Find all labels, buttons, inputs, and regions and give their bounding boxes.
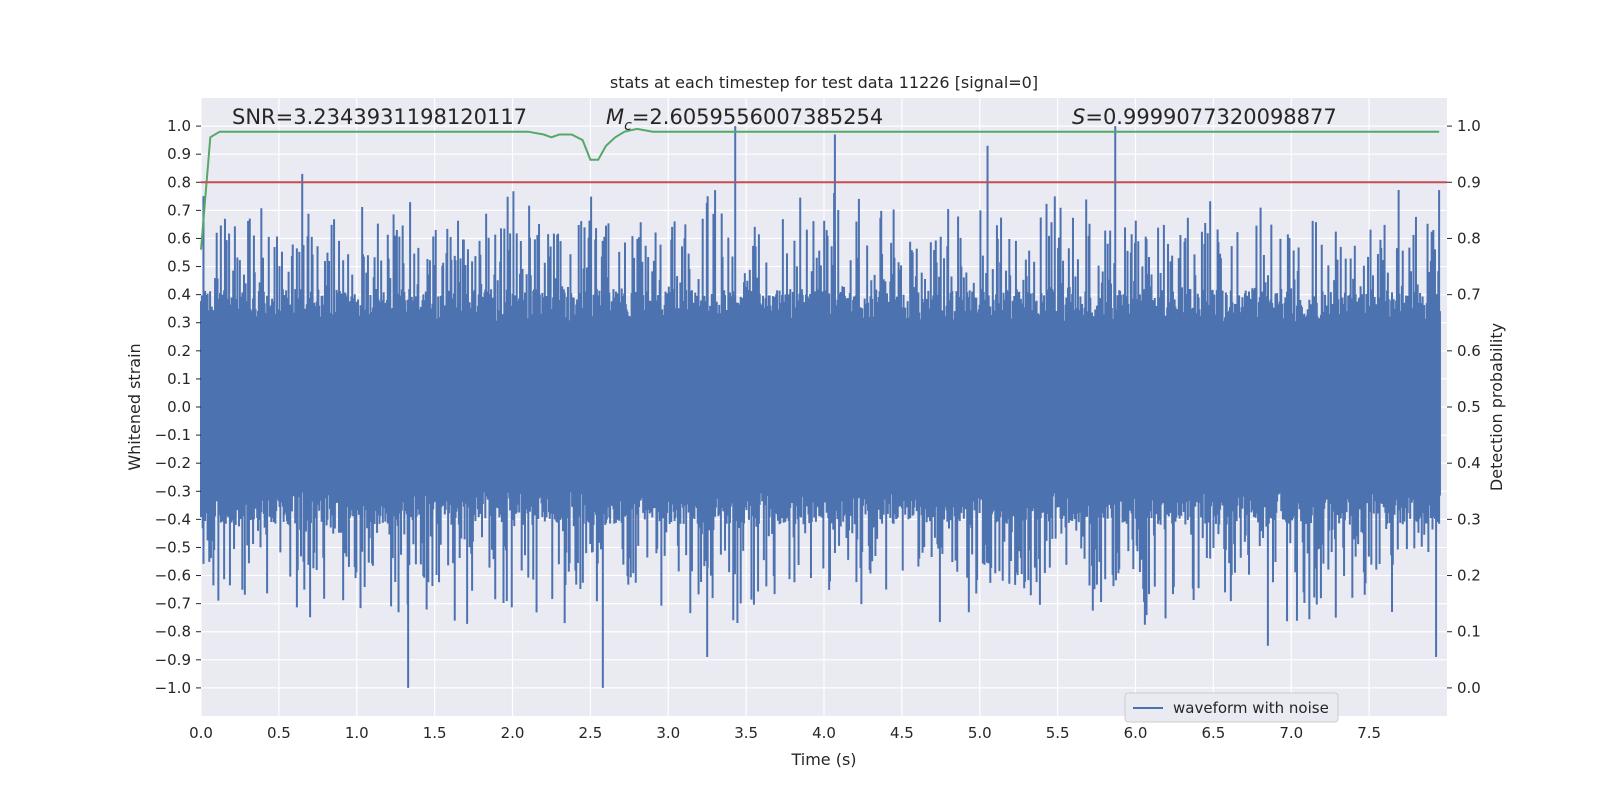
y-tick-label: −0.6 [155,567,191,585]
axes: 0.0 0.5 1.0 1.5 2.0 2.5 3.0 3.5 4.0 4.5 5.0 5.5 6.0 6… [155,117,1481,742]
y-tick-label: −0.3 [155,482,191,500]
chirp-mass-subscript: c [624,118,632,134]
y-tick-label: 0.0 [167,398,191,416]
legend: waveform with noise [1124,692,1339,723]
y2-tick-label: 0.3 [1457,510,1481,528]
y2-tick-label: 0.4 [1457,454,1481,472]
waveform-series [200,126,1441,688]
y2-tick-label: 1.0 [1457,117,1481,135]
waveform-trace [200,190,1441,625]
x-tick-label: 4.0 [812,724,836,742]
chirp-mass-annotation: Mc=2.6059556007385254 [606,105,883,134]
y2-tick-label: 0.5 [1457,398,1481,416]
x-tick-label: 1.5 [423,724,447,742]
x-tick-label: 1.0 [345,724,369,742]
detection-probability-line [200,127,1440,250]
y-tick-label: −0.5 [155,538,191,556]
x-tick-label: 7.0 [1279,724,1303,742]
legend-box [1124,692,1339,723]
chart-title: stats at each timestep for test data 112… [610,73,1038,92]
snr-annotation: SNR=3.2343931198120117 [232,105,527,129]
y2-tick-label: 0.6 [1457,342,1481,360]
probability-lines [200,127,1447,250]
y2-tick-label: 0.1 [1457,623,1481,641]
x-tick-label: 2.0 [501,724,525,742]
y-tick-label: −0.7 [155,595,191,613]
y2-axis-label: Detection probability [1487,323,1506,491]
x-tick-label: 5.5 [1046,724,1070,742]
s-value: =0.9999077320098877 [1085,105,1336,129]
y2-tick-label: 0.2 [1457,567,1481,585]
x-tick-label: 0.0 [189,724,213,742]
y-tick-label: 1.0 [167,117,191,135]
y2-tick-label: 0.0 [1457,679,1481,697]
x-tick-label: 5.0 [968,724,992,742]
y-tick-label: 0.5 [167,258,191,276]
y-axis-label: Whitened strain [125,343,144,470]
y-tick-label: −0.2 [155,454,191,472]
y-tick-label: 0.2 [167,342,191,360]
chirp-mass-value: =2.6059556007385254 [632,105,883,129]
x-tick-label: 0.5 [267,724,291,742]
x-tick-label: 2.5 [578,724,602,742]
s-annotation: S=0.9999077320098877 [1072,105,1337,129]
y-tick-label: 0.3 [167,314,191,332]
x-tick-label: 4.5 [890,724,914,742]
y-tick-label: 0.6 [167,229,191,247]
y-tick-label: 0.9 [167,145,191,163]
y2-tick-label: 0.7 [1457,286,1481,304]
y-tick-label: −0.4 [155,510,191,528]
x-tick-label: 7.5 [1357,724,1381,742]
x-tick-label: 6.0 [1124,724,1148,742]
y-tick-label: −1.0 [155,679,191,697]
s-symbol: S [1072,105,1085,129]
y-tick-label: −0.8 [155,623,191,641]
y2-tick-label: 0.8 [1457,229,1481,247]
x-tick-label: 6.5 [1201,724,1225,742]
y-tick-label: 0.7 [167,201,191,219]
x-tick-label: 3.5 [734,724,758,742]
y-tick-label: 0.8 [167,173,191,191]
x-tick-label: 3.0 [656,724,680,742]
x-axis-label: Time (s) [790,750,856,769]
y-tick-label: 0.4 [167,286,191,304]
y-tick-label: 0.1 [167,370,191,388]
legend-label: waveform with noise [1173,699,1329,717]
y-tick-label: −0.1 [155,426,191,444]
y-tick-label: −0.9 [155,651,191,669]
chirp-mass-symbol: M [606,105,624,129]
y2-tick-label: 0.9 [1457,173,1481,191]
